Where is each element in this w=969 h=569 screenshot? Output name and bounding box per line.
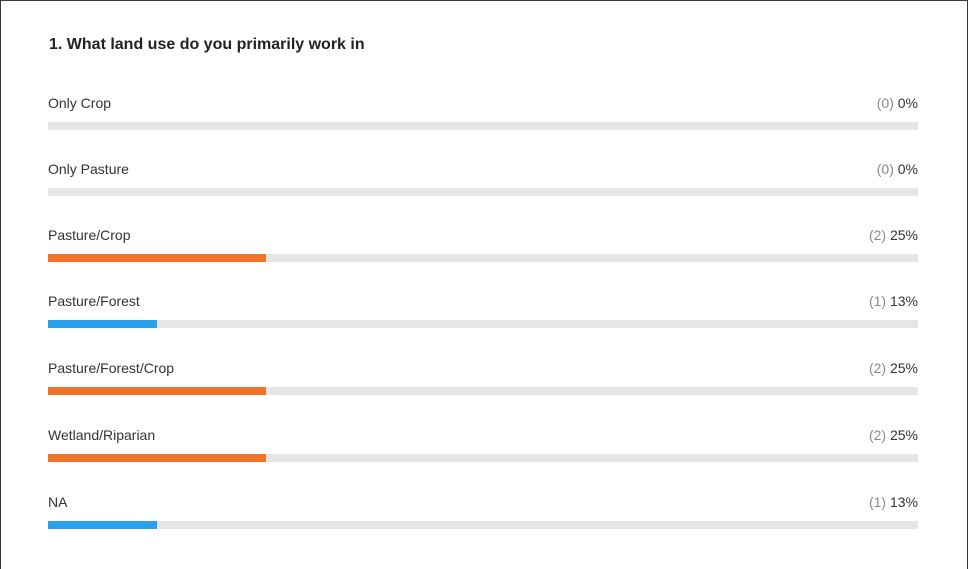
bar-fill-wetland-riparian [48,454,266,462]
answer-count: (1) [868,293,887,309]
question-title: 1. What land use do you primarily work i… [49,36,365,53]
answer-stat: (1) 13% [869,293,918,309]
answer-row-only-pasture: Only Pasture (0) 0% [48,161,918,201]
answer-label: Only Crop [48,95,112,111]
answer-percent: 13% [889,293,918,309]
bar-track [48,521,918,529]
answer-row-pasture-crop: Pasture/Crop (2) 25% [48,227,918,267]
answer-percent: 25% [889,227,918,243]
bar-fill-pasture-forest [48,320,157,328]
answer-count: (2) [868,227,887,243]
bar-track [48,188,918,196]
answer-row-pasture-forest: Pasture/Forest (1) 13% [48,293,918,333]
answer-stat: (2) 25% [869,427,918,443]
answer-label: NA [48,494,68,510]
answer-count: (2) [868,360,887,376]
answer-percent: 25% [889,360,918,376]
answer-count: (0) [876,95,894,111]
bar-track [48,320,918,328]
bar-fill-na [48,521,157,529]
bar-track [48,122,918,130]
answer-count: (1) [868,494,887,510]
bar-fill-pasture-forest-crop [48,387,266,395]
answer-label: Wetland/Riparian [48,427,156,443]
answer-stat: (0) 0% [877,95,918,111]
answer-stat: (2) 25% [869,360,918,376]
answer-row-na: NA (1) 13% [48,494,918,534]
answer-label: Only Pasture [48,161,129,177]
answer-count: (0) [876,161,894,177]
bar-track [48,454,918,462]
bar-fill-pasture-crop [48,254,266,262]
answer-percent: 0% [897,161,918,177]
answer-row-only-crop: Only Crop (0) 0% [48,95,918,135]
answer-percent: 13% [889,494,918,510]
answer-percent: 25% [889,427,918,443]
answer-count: (2) [868,427,887,443]
answer-stat: (1) 13% [869,494,918,510]
answer-stat: (0) 0% [877,161,918,177]
answer-row-pasture-forest-crop: Pasture/Forest/Crop (2) 25% [48,360,918,400]
answer-row-wetland-riparian: Wetland/Riparian (2) 25% [48,427,918,467]
answer-label: Pasture/Forest [48,293,140,309]
answer-label: Pasture/Forest/Crop [48,360,175,376]
bar-track [48,254,918,262]
answer-percent: 0% [897,95,918,111]
answer-stat: (2) 25% [869,227,918,243]
answer-label: Pasture/Crop [48,227,131,243]
bar-track [48,387,918,395]
